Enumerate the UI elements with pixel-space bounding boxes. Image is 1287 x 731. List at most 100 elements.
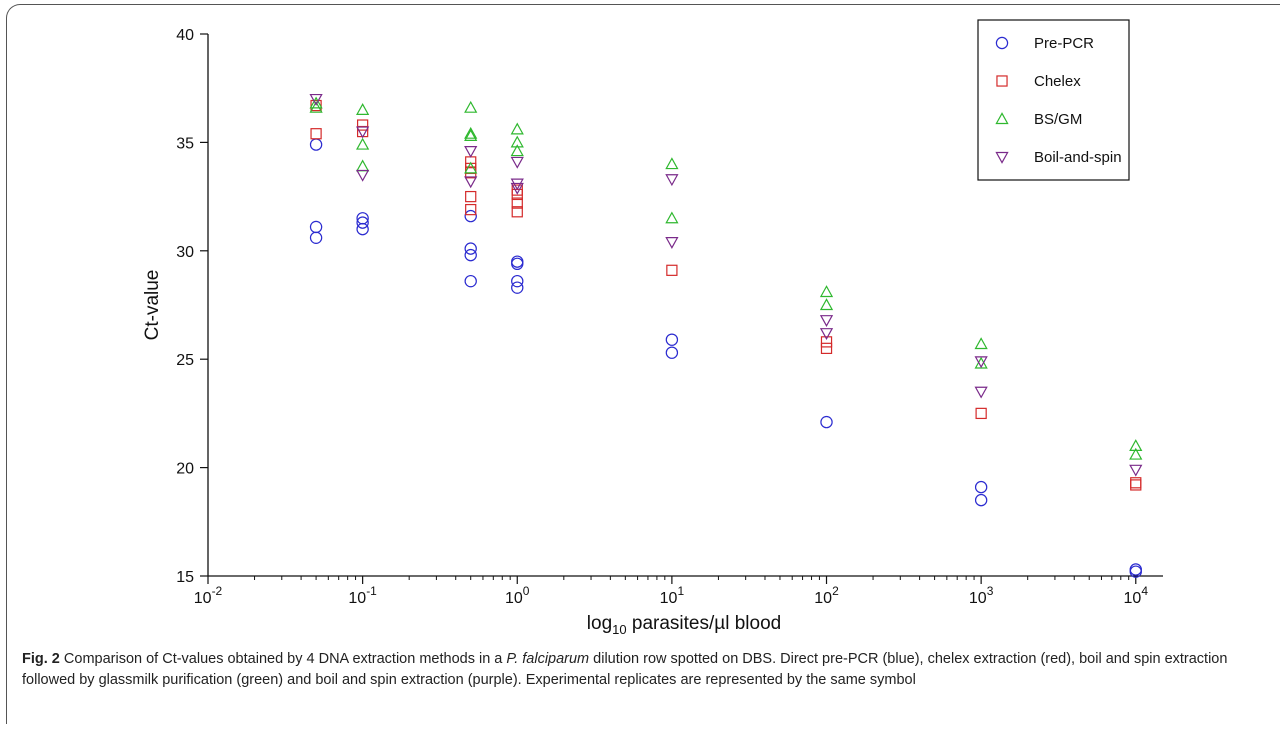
legend-marker [995,151,1009,164]
data-point [356,222,369,236]
data-point [310,128,322,140]
data-point [464,126,478,139]
data-points [309,93,1143,578]
data-point [465,190,477,203]
x-tick-label: 100 [505,584,530,607]
y-tick-label: 30 [176,244,194,261]
data-point [511,274,524,288]
data-point [309,96,323,109]
data-point [974,356,988,369]
data-point [974,386,988,399]
data-point [1130,477,1142,489]
data-point [356,216,369,229]
caption-lead: Fig. 2 [22,651,60,667]
x-tick-label: 101 [660,584,685,607]
data-point [511,281,524,294]
data-point [356,119,369,131]
x-tick-label: 102 [814,584,839,607]
data-point [819,285,834,298]
data-point [665,346,679,359]
data-point [1129,464,1143,477]
legend-box [977,19,1130,181]
x-tick-label: 104 [1124,584,1149,607]
series-pre-pcr [309,138,1142,578]
y-tick-label: 15 [176,569,194,586]
figure-frame [6,4,1280,724]
data-point [356,103,370,115]
y-axis-label: Ct-value [142,270,163,341]
data-point [665,211,679,224]
y-tick-label: 20 [176,461,194,478]
data-point [309,100,323,113]
legend-label: Boil-and-spin [1034,149,1122,166]
legend: Pre-PCR Chelex BS/GM Boil-and-spin [977,19,1130,181]
data-point [820,342,833,355]
y-tick-label: 25 [176,352,194,369]
x-axis-label-prefix: log [587,613,612,634]
data-point [820,336,833,348]
scatter-chart: 15 20 25 30 35 40 10-2 10-1 100 101 102 103 104 Pre-… [142,19,1163,637]
data-point [510,122,524,135]
data-point [356,137,370,150]
data-point [820,415,833,429]
legend-label: Pre-PCR [1034,35,1094,52]
data-point [819,298,834,311]
data-point [511,257,524,271]
data-point [356,169,370,182]
data-point [511,197,523,209]
caption-species: P. falciparum [506,651,590,667]
data-point [510,178,524,191]
data-point [309,220,323,234]
data-point [665,174,679,187]
data-point [974,337,988,350]
data-point [1129,439,1143,451]
data-point [819,315,834,328]
legend-label: Chelex [1034,73,1081,90]
data-point [309,138,323,151]
data-point [464,145,478,158]
data-point [974,493,988,507]
data-point [356,159,370,172]
data-point [465,203,477,216]
x-axis-label-rest: parasites/µl blood [627,613,782,634]
data-point [309,231,323,244]
legend-marker [996,75,1008,87]
caption-text-b: dilution row spotted on DBS. Direct pre-… [22,651,1228,688]
data-point [464,161,478,174]
x-axis-label-subscript: 10 [612,622,626,637]
data-point [464,129,478,141]
data-point [510,156,524,169]
x-tick-label: 10-2 [194,584,223,607]
data-point [665,333,679,346]
data-point [464,274,477,288]
series-boil-and-spin [309,93,1143,477]
data-point [510,144,524,157]
data-point [310,99,322,112]
data-point [666,264,678,276]
caption-text-a: Comparison of Ct-values obtained by 4 DN… [59,651,507,667]
data-point [974,480,988,494]
data-point [1129,565,1142,578]
legend-marker [995,36,1009,50]
x-axis-label: log10 parasites/µl blood [587,613,781,637]
data-point [464,209,477,223]
y-tick-label: 35 [176,135,194,152]
data-point [819,328,834,341]
x-tick-label: 10-1 [348,584,377,607]
data-point [464,242,477,255]
data-point [665,157,679,170]
data-point [464,176,478,189]
y-tick-label: 40 [176,27,194,44]
legend-label: BS/GM [1034,111,1082,128]
figure-caption: Fig. 2 Comparison of Ct-values obtained … [22,649,1267,691]
legend-marker [995,112,1009,125]
series-bs-gm [309,96,1143,460]
data-point [511,206,523,218]
data-point [464,100,478,113]
data-point [975,407,987,420]
data-point [510,135,524,148]
data-point [356,126,370,139]
data-point [665,237,679,249]
data-point [510,182,524,195]
data-point [464,248,477,262]
